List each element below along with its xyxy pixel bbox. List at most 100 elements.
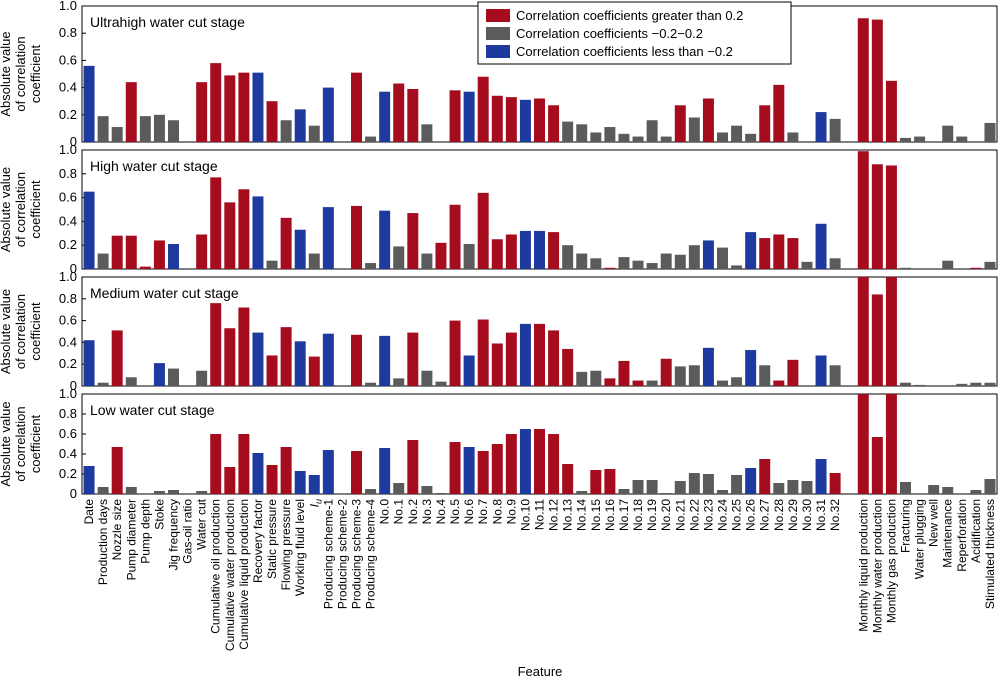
bar (111, 447, 123, 494)
bar (196, 82, 208, 142)
bar (632, 260, 644, 269)
bar (252, 72, 264, 142)
bar (463, 355, 475, 386)
bar (857, 151, 869, 269)
bar (266, 101, 278, 142)
bar (266, 465, 278, 494)
bar (942, 125, 954, 142)
bar (702, 240, 714, 269)
bar (660, 253, 672, 269)
bar (562, 464, 574, 494)
bar (421, 370, 433, 386)
bar (238, 189, 250, 269)
bar (717, 132, 728, 142)
bar (801, 261, 813, 269)
bar (308, 356, 320, 386)
feature-tick-label: No.28 (772, 499, 786, 531)
y-tick-label: 0.8 (59, 406, 77, 421)
bar (702, 347, 714, 386)
bar (407, 88, 419, 142)
bar (280, 447, 292, 494)
bar (745, 232, 757, 269)
x-axis-label: Feature (518, 664, 563, 679)
bar (210, 177, 222, 269)
bar (956, 383, 968, 386)
bar (900, 382, 911, 386)
bar (759, 365, 771, 386)
panel-title: Low water cut stage (90, 402, 215, 418)
bar (407, 213, 419, 269)
feature-tick-label: No.10 (518, 499, 532, 531)
y-tick-label: 0 (70, 134, 77, 149)
bar (885, 80, 897, 142)
bar (477, 76, 489, 142)
bar (280, 217, 292, 269)
bar (505, 332, 517, 386)
y-tick-label: 0 (70, 486, 77, 501)
feature-tick-label: Working fluid level (293, 499, 307, 596)
bar (576, 371, 588, 386)
bar (829, 118, 841, 142)
bar (548, 330, 560, 386)
legend-swatch-mid (486, 27, 510, 40)
feature-tick-label: Producing scheme-3 (350, 499, 364, 609)
bar (717, 490, 728, 494)
bar (576, 253, 588, 269)
bar (871, 164, 883, 269)
panel-title: Ultrahigh water cut stage (90, 14, 245, 30)
y-tick-label: 1.0 (59, 386, 77, 401)
bar (393, 378, 405, 386)
feature-tick-label: No.30 (800, 499, 814, 531)
bar (224, 202, 236, 269)
bar (111, 235, 123, 269)
bar (745, 133, 757, 142)
bar (477, 451, 489, 494)
bar (252, 332, 264, 386)
y-tick-label: 0.8 (59, 166, 77, 181)
y-tick-label: 0 (70, 378, 77, 393)
bar (294, 109, 306, 142)
bar (491, 95, 503, 142)
bar (829, 258, 841, 269)
feature-tick-label: No.7 (476, 499, 490, 525)
bar (153, 240, 165, 269)
bar (745, 350, 757, 386)
feature-tick-label: No.13 (561, 499, 575, 531)
panel-3: 0 0.2 0.4 0.6 0.8 1.0 Medium water cut stage Ab… (0, 269, 998, 393)
bar (900, 482, 911, 494)
bar (801, 481, 813, 494)
bar (449, 320, 461, 386)
bar (449, 204, 461, 269)
bar (294, 341, 306, 386)
feature-tick-labels: Date Production days Nozzle size Pump diame… (82, 498, 997, 651)
bar (548, 232, 560, 269)
bar (407, 332, 419, 386)
y-axis-label: Absolute valueof correlationcoefficient (0, 401, 43, 486)
bar (688, 473, 700, 494)
bar (674, 366, 686, 386)
bar (562, 245, 574, 269)
bar (463, 447, 475, 494)
feature-tick-label: No.26 (744, 499, 758, 531)
y-tick-label: 0.6 (59, 190, 77, 205)
bar (449, 442, 461, 494)
bar (463, 244, 475, 269)
feature-tick-label: No.14 (575, 499, 589, 531)
y-tick-label: 0.6 (59, 313, 77, 328)
y-axis-label: Absolute valueof correlationcoefficient (0, 31, 43, 116)
bar (618, 360, 630, 386)
bar (646, 120, 658, 142)
bar (674, 481, 686, 494)
bar (153, 363, 165, 386)
feature-tick-label: Monthly gas production (884, 499, 898, 623)
bar (322, 450, 334, 494)
bar (534, 323, 545, 386)
feature-tick-label: Producing scheme-4 (364, 499, 378, 609)
bar (196, 491, 208, 494)
bar (660, 358, 672, 386)
bar (970, 490, 982, 494)
feature-tick-label: Cumulative water production (223, 499, 237, 651)
bar (660, 493, 672, 494)
bar (210, 303, 222, 386)
